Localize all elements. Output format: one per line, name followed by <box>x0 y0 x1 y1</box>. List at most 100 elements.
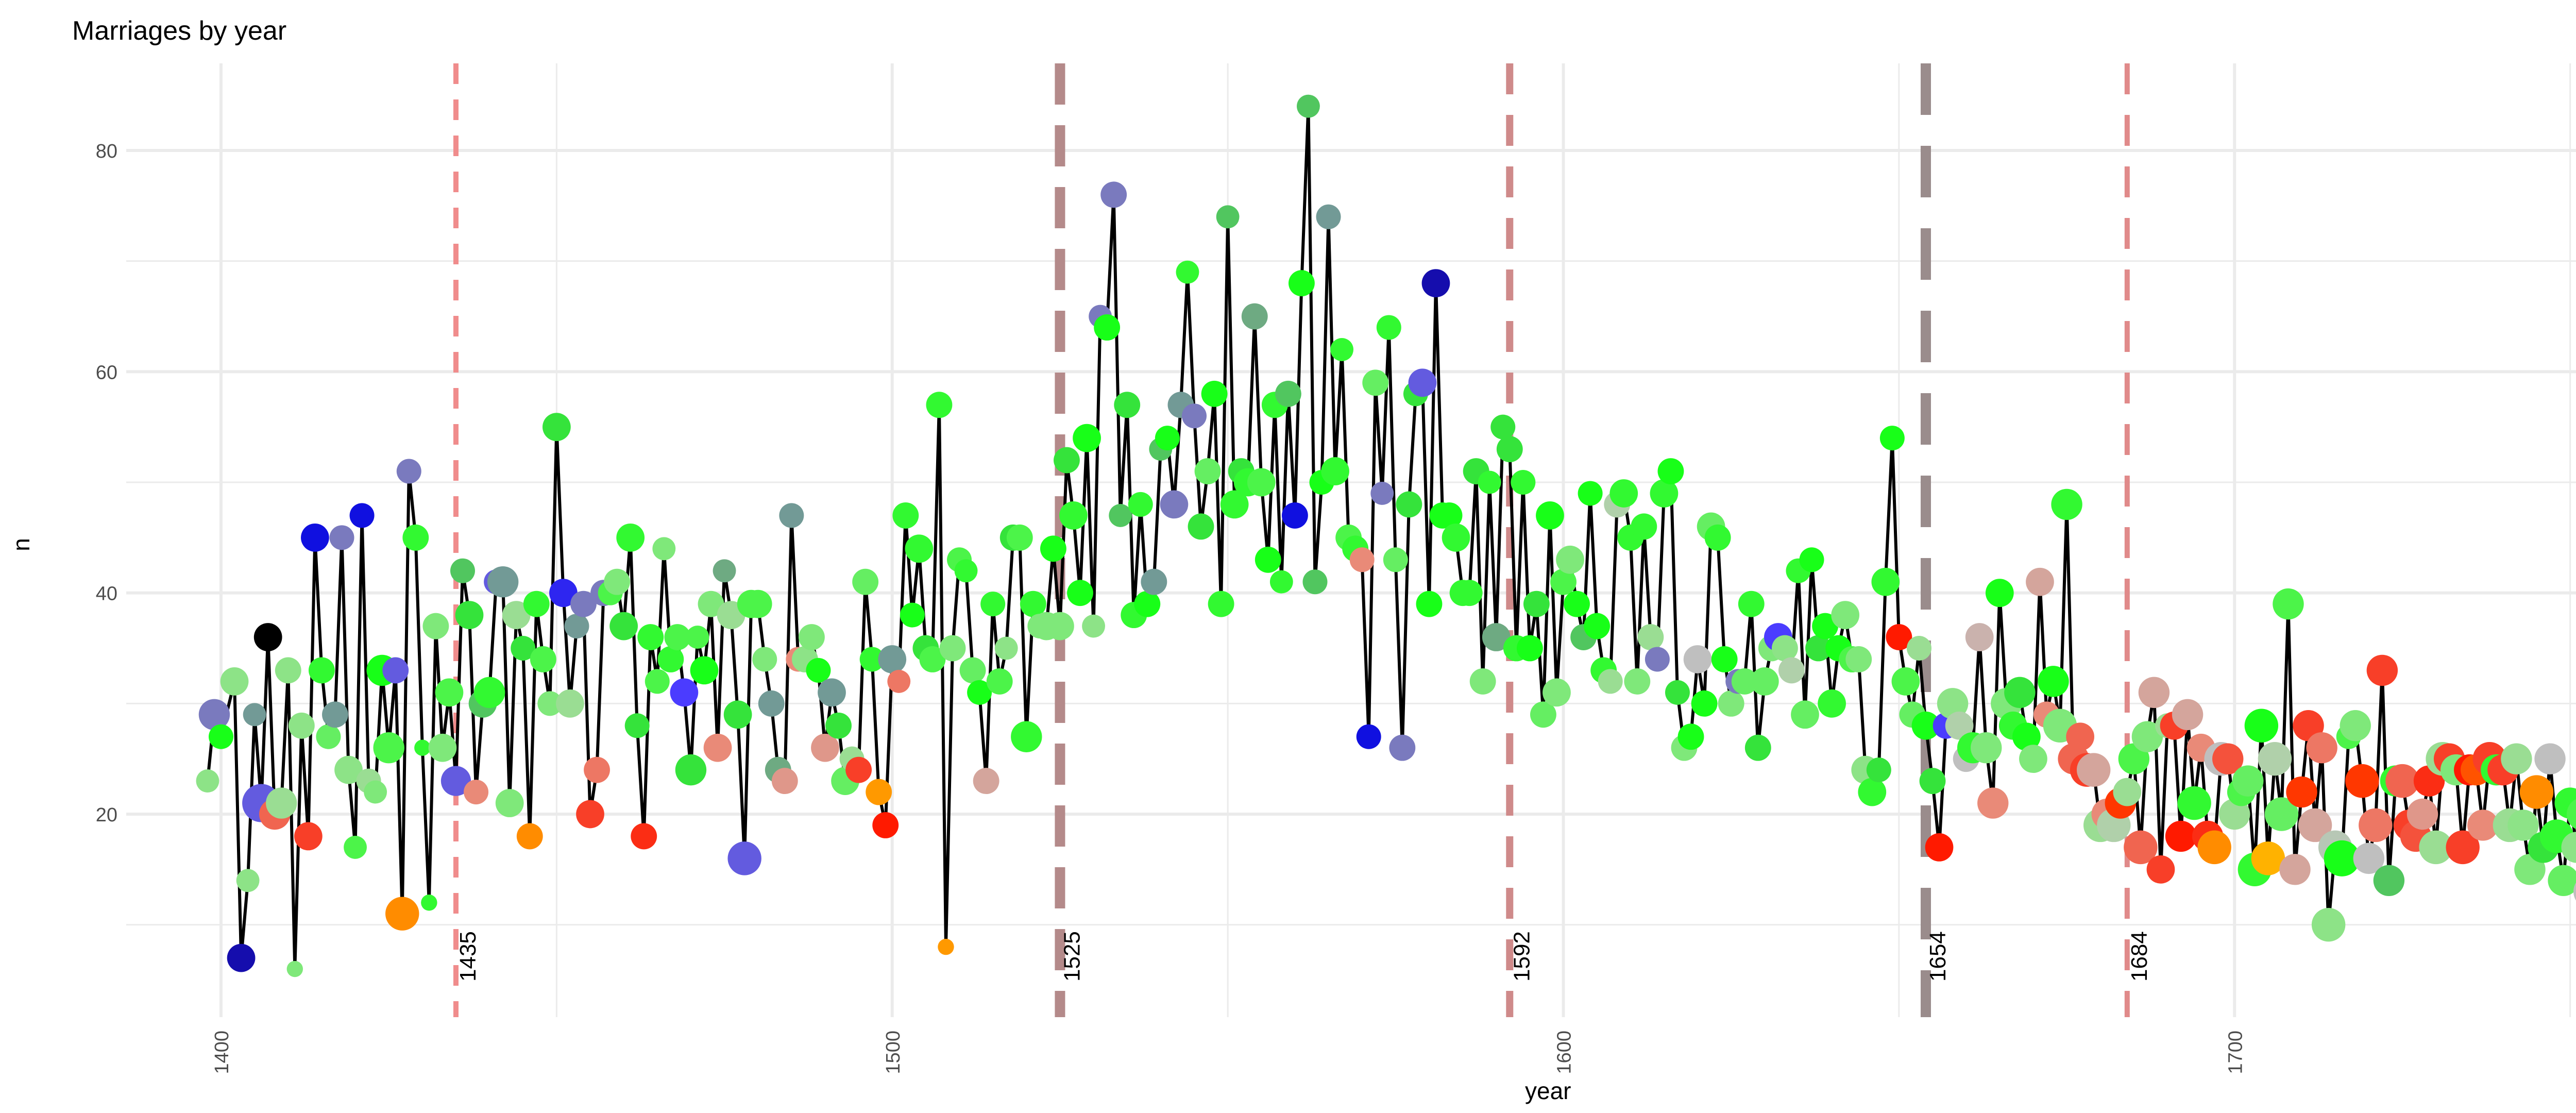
data-point <box>435 678 464 707</box>
data-point <box>1891 667 1920 696</box>
data-point <box>1216 205 1240 229</box>
data-point <box>1971 732 2002 764</box>
vline-label: 1435 <box>455 931 481 982</box>
data-point <box>2534 743 2566 774</box>
data-point <box>209 724 233 749</box>
data-point <box>516 823 543 850</box>
data-point <box>2124 830 2158 865</box>
data-point <box>2172 699 2204 731</box>
data-point <box>905 534 934 563</box>
data-point <box>771 768 798 795</box>
data-point <box>2311 907 2346 942</box>
data-point <box>2251 841 2285 875</box>
data-point <box>1054 447 1080 474</box>
data-point <box>1965 623 1994 651</box>
data-point <box>670 678 699 707</box>
data-point <box>1109 503 1132 527</box>
data-point <box>2306 732 2337 764</box>
data-point <box>2467 810 2499 841</box>
data-point <box>1985 579 2014 608</box>
data-point <box>645 669 670 694</box>
data-point <box>1020 591 1046 617</box>
data-point <box>1812 613 1839 639</box>
data-point <box>1711 646 1738 672</box>
data-point <box>878 645 907 673</box>
data-point <box>703 733 732 762</box>
data-point <box>1543 678 1571 707</box>
data-point <box>2076 753 2111 787</box>
data-point <box>1128 492 1153 517</box>
data-point <box>1704 524 1731 551</box>
data-point <box>1349 547 1375 572</box>
data-point <box>316 724 341 749</box>
data-point <box>308 657 335 684</box>
data-point <box>713 559 736 583</box>
data-point <box>334 755 363 784</box>
data-point <box>286 960 303 977</box>
data-point <box>686 626 709 649</box>
data-point <box>2573 882 2576 901</box>
vline-label: 1592 <box>1509 931 1534 982</box>
data-point <box>1523 591 1550 617</box>
data-point <box>1297 94 1320 118</box>
data-point <box>1416 591 1443 617</box>
data-point <box>2345 764 2379 798</box>
data-point <box>954 559 978 583</box>
data-point <box>543 413 571 442</box>
data-point <box>1442 523 1470 552</box>
vline-label: 1525 <box>1059 931 1084 982</box>
data-point <box>2561 832 2576 863</box>
y-tick-label: 20 <box>96 804 117 826</box>
data-point <box>1421 269 1450 297</box>
data-point <box>2353 842 2385 874</box>
data-point <box>845 756 872 783</box>
data-point <box>609 612 638 640</box>
data-point <box>301 523 329 552</box>
data-point <box>1598 669 1623 694</box>
data-point <box>1799 547 1824 572</box>
data-point <box>2507 810 2539 841</box>
data-point <box>450 558 475 583</box>
data-point <box>2026 567 2054 596</box>
data-point <box>2419 830 2453 865</box>
data-point <box>1059 501 1088 530</box>
data-point <box>1114 392 1141 418</box>
data-point <box>1082 614 1105 638</box>
data-point <box>564 614 589 639</box>
data-point <box>1858 778 1887 806</box>
data-point <box>2446 830 2480 865</box>
data-point <box>1247 468 1276 497</box>
data-point <box>1067 580 1093 606</box>
data-point <box>373 732 404 764</box>
data-point <box>727 841 761 875</box>
data-point <box>852 568 879 595</box>
data-point <box>1456 580 1483 606</box>
data-point <box>576 800 604 829</box>
data-point <box>2004 677 2036 709</box>
data-point <box>511 636 536 661</box>
data-point <box>422 613 449 639</box>
data-point <box>385 897 419 931</box>
data-point <box>1657 458 1684 484</box>
data-point <box>698 591 724 617</box>
data-point <box>2359 808 2393 842</box>
data-point <box>779 503 804 528</box>
y-tick-label: 40 <box>96 583 117 605</box>
data-point <box>811 733 839 762</box>
data-point <box>1977 787 2009 819</box>
data-point <box>198 699 230 731</box>
data-point <box>1490 414 1516 440</box>
data-point <box>892 502 919 529</box>
data-point <box>1155 426 1180 451</box>
data-point <box>866 779 892 805</box>
data-point <box>2385 764 2419 798</box>
data-point <box>887 669 911 693</box>
data-point <box>973 768 999 795</box>
data-point <box>1645 647 1670 672</box>
gridlines <box>126 63 2576 1017</box>
data-point <box>2286 776 2317 808</box>
data-point <box>227 943 256 972</box>
data-point <box>1181 403 1207 429</box>
data-point <box>798 624 825 650</box>
